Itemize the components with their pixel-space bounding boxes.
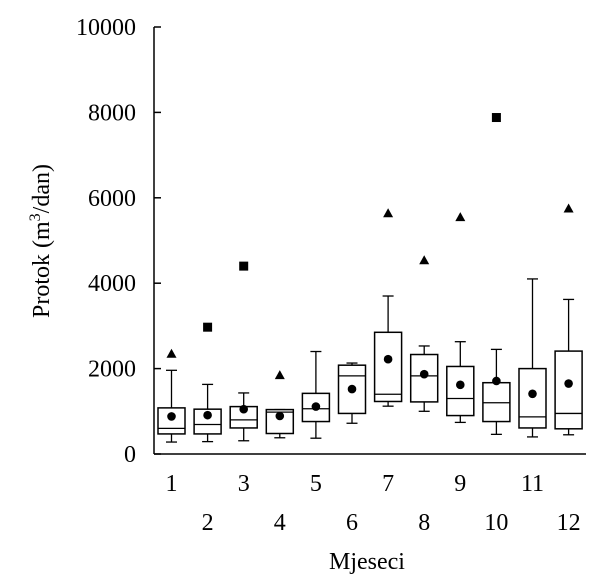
max-marker-triangle [419, 255, 430, 265]
max-marker-square [239, 261, 249, 271]
mean-marker [347, 384, 357, 394]
mean-marker [456, 380, 465, 390]
x-tick-label: 8 [418, 510, 430, 536]
max-marker-triangle [274, 370, 285, 380]
max-marker-square [491, 113, 501, 123]
box-iqr [518, 367, 547, 429]
x-tick-label: 9 [454, 471, 466, 497]
box-iqr [373, 331, 403, 403]
max-marker-triangle [455, 212, 466, 222]
max-marker-triangle [563, 203, 574, 213]
max-marker-square [203, 322, 213, 332]
y-tick-label: 8000 [88, 100, 136, 126]
y-axis-title-sup: 3 [27, 213, 44, 221]
y-tick-label: 10000 [76, 15, 136, 41]
x-tick-label: 6 [346, 510, 358, 536]
x-tick-label: 5 [310, 471, 322, 497]
mean-marker [239, 404, 248, 414]
mean-marker [311, 402, 321, 411]
box-iqr [554, 350, 583, 430]
x-tick-label: 7 [382, 471, 394, 497]
mean-marker [419, 369, 429, 379]
mean-marker [203, 410, 212, 420]
max-marker-triangle [383, 208, 394, 218]
mean-marker [492, 376, 501, 386]
y-axis-title-end: /dan) [29, 164, 55, 213]
box-iqr [157, 407, 186, 435]
y-tick-label: 4000 [88, 271, 136, 297]
x-axis-title: Mjeseci [329, 549, 405, 575]
box-iqr [265, 408, 295, 435]
mean-marker [167, 412, 176, 421]
mean-marker [564, 379, 573, 388]
mean-marker [383, 354, 393, 364]
x-tick-label: 12 [557, 510, 581, 536]
y-tick-label: 6000 [88, 186, 136, 212]
x-tick-label: 1 [166, 471, 178, 497]
y-tick-label: 2000 [88, 357, 136, 383]
x-tick-label: 10 [484, 510, 508, 536]
x-tick-label: 11 [521, 471, 544, 497]
y-tick-label: 0 [124, 442, 136, 468]
mean-marker [275, 411, 285, 421]
box-iqr [446, 365, 475, 417]
x-tick-label: 4 [274, 510, 286, 536]
x-tick-label: 2 [202, 510, 214, 536]
max-marker-triangle [166, 348, 177, 358]
mean-marker [528, 389, 537, 399]
y-axis-title-main: Protok (m [29, 221, 55, 318]
y-axis-title: Protok (m3/dan) [27, 164, 55, 318]
x-tick-label: 3 [238, 471, 250, 497]
